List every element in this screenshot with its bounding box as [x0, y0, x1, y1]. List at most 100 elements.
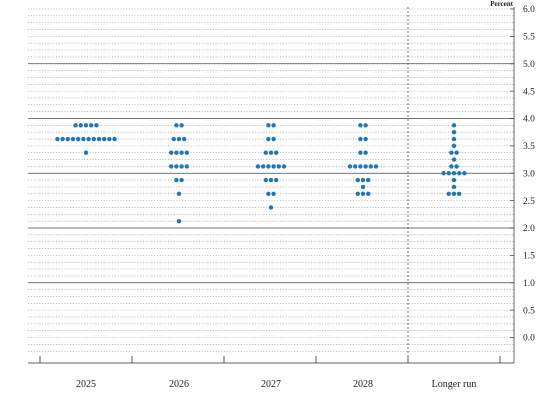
data-dot [446, 171, 451, 176]
data-dot [355, 177, 360, 183]
data-dot [274, 177, 279, 183]
dots-layer [55, 123, 467, 224]
data-dot [462, 171, 467, 176]
data-dot [358, 123, 363, 128]
x-category-label: 2028 [353, 379, 373, 390]
data-dot [182, 136, 187, 142]
data-dot [263, 150, 268, 155]
data-dot [76, 136, 81, 142]
x-category-label: 2026 [169, 379, 189, 390]
data-dot [179, 150, 184, 155]
data-dot [266, 136, 271, 142]
data-dot [179, 164, 184, 169]
data-dot [266, 191, 271, 196]
data-dot [271, 164, 276, 169]
data-dot [268, 177, 274, 183]
y-tick-label: 3.0 [523, 169, 535, 179]
data-dot [174, 150, 179, 155]
y-axis-unit-label: Percent [490, 0, 513, 8]
data-dot [276, 164, 281, 169]
data-dot [451, 191, 457, 196]
data-dot [268, 205, 274, 210]
data-dot [60, 136, 65, 142]
data-dot [86, 136, 91, 142]
data-dot [449, 150, 454, 155]
data-dot [451, 123, 457, 128]
data-dot [355, 191, 360, 196]
data-dot [281, 164, 287, 169]
data-dot [179, 177, 184, 183]
data-dot [441, 171, 446, 176]
y-tick-label: 1.5 [523, 252, 535, 262]
data-dot [368, 164, 373, 169]
data-dot [360, 191, 366, 196]
y-tick-label: 5.5 [523, 33, 535, 43]
data-dot [358, 164, 363, 169]
data-dot [363, 164, 368, 169]
data-dot [358, 150, 363, 155]
data-dot [184, 164, 189, 169]
data-dot [261, 164, 266, 169]
data-dot [360, 184, 366, 190]
y-tick-label: 4.0 [523, 115, 535, 125]
data-dot [271, 123, 276, 128]
data-dot [457, 171, 462, 176]
data-dot [451, 177, 457, 183]
data-dot [274, 150, 279, 155]
data-dot [73, 123, 78, 128]
data-dot [176, 136, 182, 142]
data-dot [81, 136, 86, 142]
y-tick-label: 6.0 [523, 5, 535, 15]
data-dot [366, 177, 371, 183]
data-dot [363, 136, 368, 142]
data-dot [446, 191, 451, 196]
data-dot [255, 164, 261, 169]
data-dot [353, 164, 358, 169]
data-dot [169, 150, 174, 155]
data-dot [451, 136, 457, 142]
data-dot [451, 171, 457, 176]
data-dot [457, 191, 462, 196]
data-dot [271, 191, 276, 196]
data-dot [169, 164, 174, 169]
data-dot [363, 150, 368, 155]
y-tick-label: 5.0 [523, 60, 535, 70]
data-dot [263, 177, 268, 183]
y-tick-label: 0.0 [523, 334, 535, 344]
y-tick-label: 1.0 [523, 279, 535, 289]
data-dot [171, 136, 176, 142]
data-dot [179, 123, 184, 128]
y-axis-ticks: 0.0 0.5 1.0 1.5 2.0 2.5 3.0 3.5 4.0 4.5 5.0 5.5 6.0 [510, 5, 535, 363]
data-dot [454, 164, 459, 169]
data-dot [91, 136, 97, 142]
data-dot [451, 143, 457, 149]
data-dot [102, 136, 107, 142]
data-dot [268, 150, 274, 155]
data-dot [55, 136, 60, 142]
data-dot [184, 150, 189, 155]
data-dot [451, 157, 457, 162]
data-dot [96, 136, 102, 142]
data-dot [107, 136, 112, 142]
y-tick-label: 2.0 [523, 224, 535, 234]
data-dot [373, 164, 379, 169]
y-tick-label: 0.5 [523, 306, 535, 316]
data-dot [176, 191, 182, 196]
data-dot [271, 136, 276, 142]
data-dot [266, 123, 271, 128]
data-dot [363, 123, 368, 128]
y-tick-label: 2.5 [523, 197, 535, 207]
data-dot [83, 150, 89, 155]
data-dot [449, 164, 454, 169]
y-tick-label: 3.5 [523, 142, 535, 152]
data-dot [174, 123, 179, 128]
data-dot [347, 164, 353, 169]
data-dot [83, 123, 89, 128]
x-category-label: Longer run [432, 379, 477, 390]
grid-lines [28, 8, 514, 352]
data-dot [366, 191, 371, 196]
data-dot [70, 136, 76, 142]
y-tick-label: 4.5 [523, 87, 535, 97]
data-dot [358, 136, 363, 142]
